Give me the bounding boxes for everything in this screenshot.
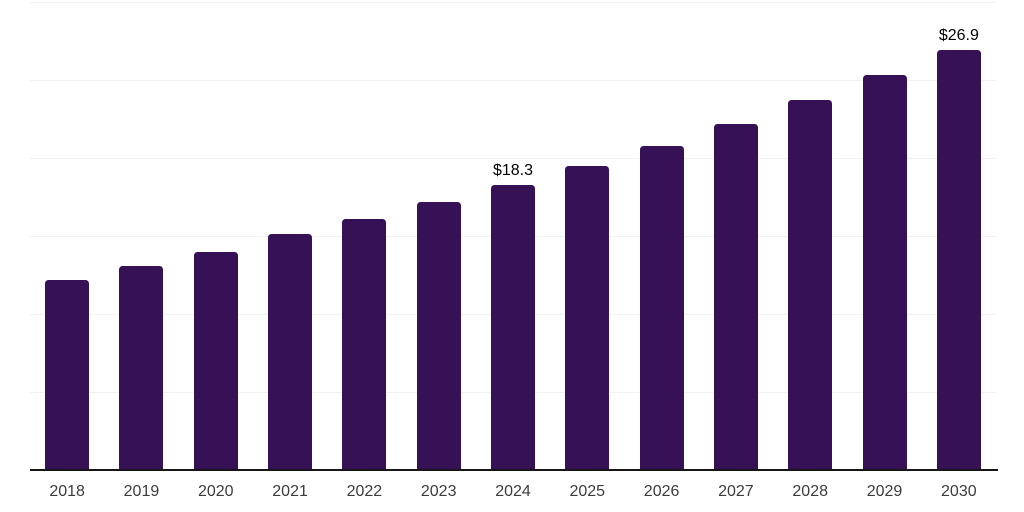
x-tick-label-2026: 2026 [643, 483, 680, 500]
bar-2029 [862, 75, 907, 470]
bar-2028 [788, 100, 833, 470]
bar-2024 [491, 184, 535, 470]
bar-2022 [342, 218, 387, 470]
x-tick-label-2023: 2023 [420, 483, 457, 500]
x-tick-label-2027: 2027 [718, 483, 754, 500]
x-tick-label-2030: 2030 [941, 483, 977, 500]
bar-2030 [936, 50, 981, 470]
bar-2025 [565, 165, 610, 470]
x-tick-label-2019: 2019 [123, 483, 160, 500]
bar-2027 [713, 123, 758, 470]
plot-area: $18.3 $26.9 [30, 2, 996, 470]
x-tick-label-2028: 2028 [792, 483, 828, 500]
x-axis-line [30, 469, 998, 471]
x-tick-label-2022: 2022 [346, 483, 383, 500]
x-tick-label-2020: 2020 [197, 483, 234, 500]
gridline [30, 80, 996, 81]
x-tick-label-2018: 2018 [49, 483, 85, 500]
bar-2026 [639, 145, 684, 470]
bar-2021 [268, 234, 313, 470]
x-axis-labels: 2018 2019 2020 2021 2022 2023 2024 2025 2026 2027… [30, 483, 996, 503]
bar-2019 [119, 265, 164, 470]
x-tick-label-2021: 2021 [272, 483, 308, 500]
bar-2020 [193, 251, 238, 470]
x-tick-label-2029: 2029 [866, 483, 903, 500]
x-tick-label-2025: 2025 [569, 483, 606, 500]
x-tick-label-2024: 2024 [495, 483, 531, 500]
gridline [30, 158, 996, 159]
bar-2018 [45, 279, 90, 470]
gridline [30, 2, 996, 3]
bar-2023 [416, 201, 461, 470]
bar-value-label-2024: $18.3 [492, 161, 534, 179]
bar-value-label-2030: $26.9 [938, 27, 979, 45]
